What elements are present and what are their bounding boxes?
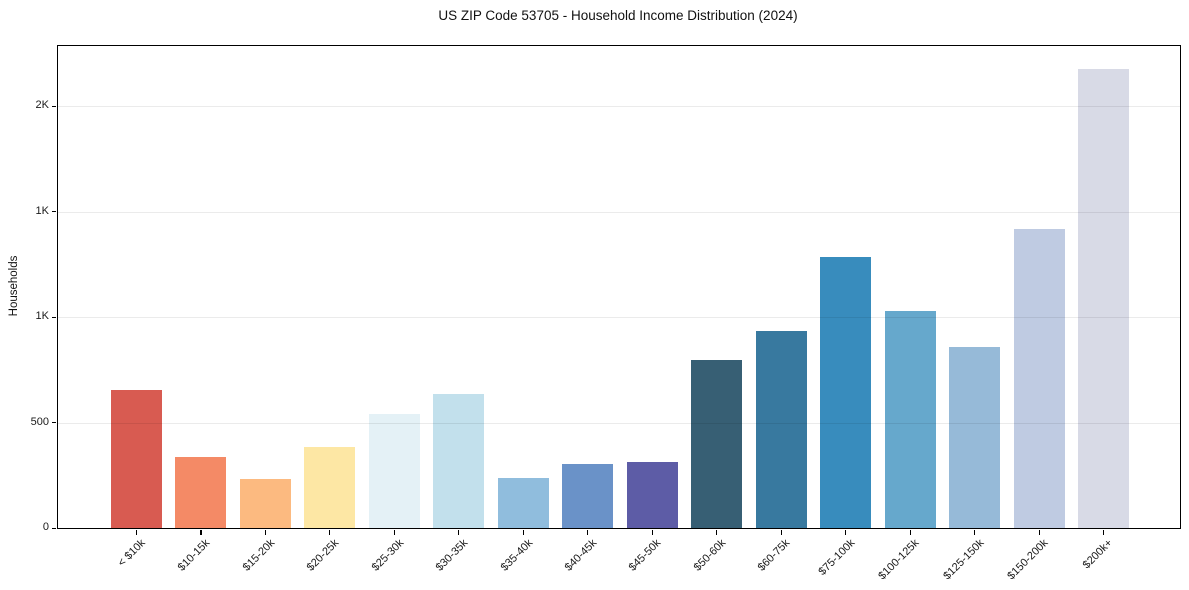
x-tick-mark	[264, 530, 267, 535]
y-tick-label: 1K	[35, 204, 49, 217]
y-tick-mark	[51, 422, 56, 424]
gridline	[58, 211, 1180, 213]
x-tick-mark	[1103, 530, 1105, 535]
x-tick-mark	[458, 530, 460, 535]
gridline	[58, 106, 1180, 108]
bar-$60-75k	[755, 331, 807, 528]
bar-$150-200k	[1013, 228, 1065, 528]
x-tick-label-text: $150-200k	[1005, 537, 1051, 583]
bar-$25-30k	[368, 413, 420, 528]
x-tick-mark	[136, 530, 138, 535]
bar-$30-35k	[433, 393, 485, 528]
chart-title: US ZIP Code 53705 - Household Income Dis…	[438, 8, 798, 23]
x-tick-label-text: $35-40k	[498, 537, 535, 574]
y-tick-mark	[51, 316, 56, 318]
x-tick-mark	[909, 530, 911, 535]
x-tick-label-text: $40-45k	[562, 537, 600, 574]
y-tick-label: 500	[30, 415, 49, 428]
x-tick-label-text: $30-35k	[433, 537, 471, 574]
bar-$100-125k	[884, 311, 936, 528]
bar-$40-45k	[562, 463, 614, 528]
bar-$125-150k	[949, 346, 1001, 528]
bar-< $10k	[111, 390, 162, 528]
x-tick-label-text: $75-100k	[816, 537, 858, 578]
x-tick-mark	[393, 530, 395, 535]
y-tick-label: 1K	[35, 310, 49, 323]
x-tick-label-text: $100-125k	[876, 537, 922, 583]
x-tick-label-text: $20-25k	[304, 537, 342, 574]
y-tick-mark	[51, 527, 56, 529]
y-tick-label: 2K	[35, 99, 49, 112]
x-tick-label-text: $125-150k	[940, 537, 987, 583]
x-tick-label-text: $50-60k	[691, 537, 729, 574]
gridline	[58, 422, 1180, 424]
x-tick-label-text: $60-75k	[756, 537, 793, 574]
x-tick-label-text: $45-50k	[627, 537, 664, 574]
x-tick-label-text: $25-30k	[369, 537, 406, 574]
y-tick-mark	[51, 211, 56, 213]
y-tick-mark	[51, 105, 56, 107]
gridline	[58, 317, 1180, 319]
x-tick-mark	[716, 530, 718, 535]
bar-$50-60k	[691, 359, 743, 528]
x-tick-mark	[845, 530, 847, 535]
bar-$200k+	[1078, 68, 1129, 528]
x-tick-label-text: $200k+	[1080, 537, 1115, 572]
bar-$45-50k	[626, 461, 678, 528]
plot-area: 0 500 1K 1K 2K < $10k $10-15k $15-20k $20-25k $25…	[31, 45, 1181, 582]
x-tick-mark	[651, 530, 653, 535]
bar-$15-20k	[239, 479, 291, 528]
x-tick-label-text: $15-20k	[240, 537, 277, 574]
bar-$35-40k	[497, 477, 549, 528]
y-tick-label: 0	[42, 521, 49, 533]
x-tick-mark	[974, 530, 976, 535]
x-tick-label-text: < $10k	[115, 537, 148, 570]
x-tick-mark	[780, 530, 782, 535]
x-tick-mark	[522, 530, 524, 535]
x-tick-mark	[1038, 530, 1040, 535]
x-tick-mark	[587, 530, 589, 535]
bar-$20-25k	[304, 447, 356, 528]
bar-$10-15k	[175, 456, 227, 528]
x-tick-label-text: $10-15k	[175, 537, 213, 574]
bar-$75-100k	[820, 256, 872, 528]
x-tick-mark	[200, 530, 202, 535]
x-tick-mark	[329, 530, 331, 535]
y-axis-label: Households	[8, 255, 20, 317]
